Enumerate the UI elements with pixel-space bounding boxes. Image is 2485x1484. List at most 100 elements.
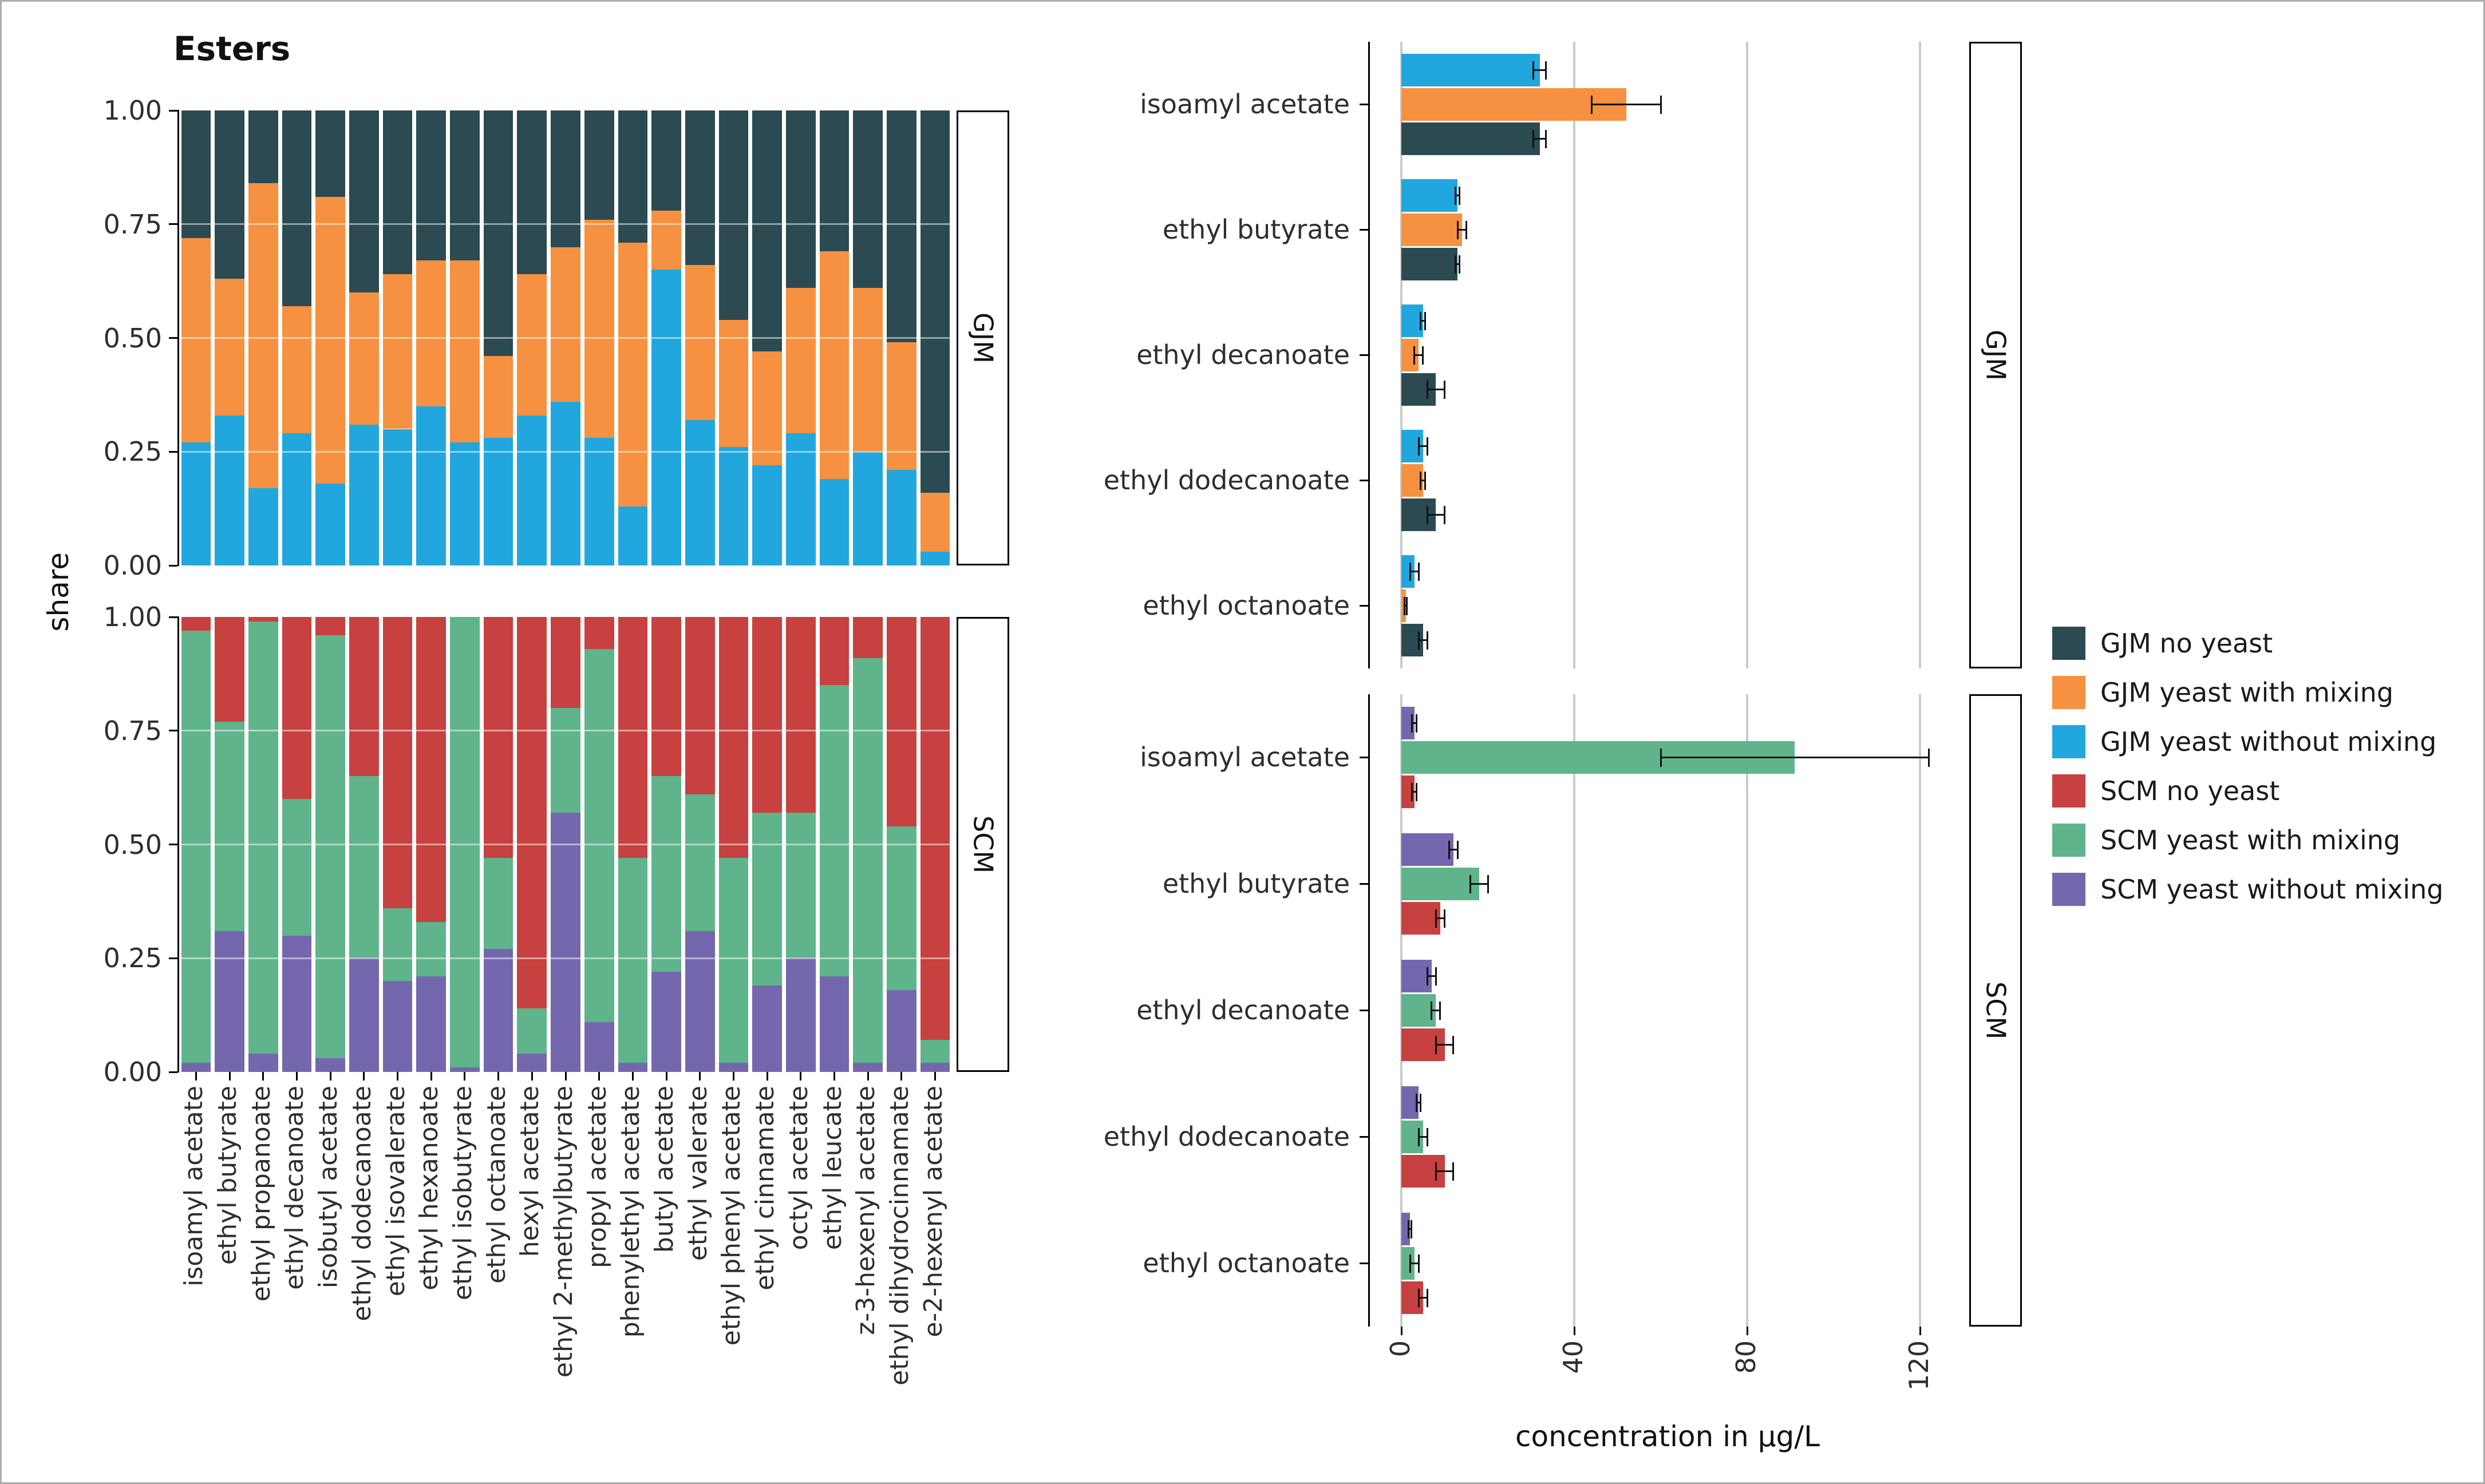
x-tick-mark [900,1072,903,1081]
legend-item: GJM yeast with mixing [2052,676,2443,709]
error-bar-cap [1420,311,1422,330]
stacked-bar-segment [887,110,916,343]
x-tick-mark [934,1072,937,1081]
error-bar-cap [1417,562,1420,581]
x-tick-mark [1573,1327,1575,1335]
x-tick-mark [1746,1327,1748,1335]
x-category-label: propyl acetate [582,1086,612,1268]
stacked-bar-segment [382,617,413,908]
stacked-bar-segment [215,721,244,931]
error-bar-line [1436,917,1445,919]
stacked-bar-segment [416,921,447,977]
panel-gridline [1573,694,1575,1327]
error-bar-cap [1459,255,1461,274]
stacked-bar-segment [584,438,614,565]
stacked-bar-segment [887,990,916,1072]
panel-gridline [179,337,952,339]
x-category-label: isoamyl acetate [179,1086,209,1287]
stacked-bar-segment [450,110,480,261]
error-bar-line [1408,1228,1412,1230]
stacked-bar-segment [416,976,447,1072]
error-bar-cap [1545,61,1547,80]
stacked-bar-segment [382,908,413,981]
stacked-bar-segment [215,279,244,415]
stacked-bar-segment [752,617,782,813]
stacked-bar-segment [416,617,447,922]
x-tick-mark [195,1072,197,1081]
stacked-bar-segment [551,617,580,708]
error-bar-line [1455,263,1460,265]
error-bar-cap [1424,471,1427,490]
stacked-bar-segment [248,617,278,622]
stacked-bar-segment [819,478,850,565]
legend-label: SCM yeast without mixing [2100,874,2444,905]
stacked-bar-segment [786,433,816,565]
stacked-bar-segment [315,635,345,1059]
stacked-bar-segment [416,260,447,406]
panel-gridline [1746,42,1748,668]
stacked-bar-segment [752,812,782,986]
error-bar-cap [1660,95,1662,114]
stacked-bar-segment [517,1054,547,1072]
category-label: ethyl dodecanoate [1103,1121,1350,1152]
y-tick-label: 0.25 [103,436,162,468]
stacked-bar-segment [349,110,379,292]
stacked-bar-segment [853,452,883,565]
error-bar-cap [1444,505,1445,524]
y-tick-mark [1360,354,1368,356]
stacked-bar-segment [315,483,345,565]
bar [1401,833,1453,866]
x-tick-mark [1919,1327,1921,1335]
stacked-bar-segment [718,1063,749,1072]
stacked-bar-segment [786,617,816,813]
stacked-bar-segment [853,617,883,658]
bar [1401,1247,1415,1280]
error-bar-line [1470,883,1488,885]
x-tick-mark [766,1072,768,1081]
x-tick-mark [699,1072,701,1081]
error-bar-cap [1410,1220,1412,1238]
error-bar-cap [1452,1162,1455,1181]
bar [1401,122,1540,155]
error-bar-cap [1413,346,1416,365]
panel-gridline [1919,694,1921,1327]
stacked-bar-segment [551,110,580,247]
stacked-bar-segment [517,274,547,415]
stacked-bar-segment [349,292,379,425]
y-tick-label: 0.00 [103,550,162,581]
stacked-bar-segment [382,981,413,1072]
category-label: ethyl butyrate [1162,213,1350,245]
stacked-bar-segment [551,708,580,813]
error-bar-cap [1590,95,1593,114]
facet-strip-label: GJM [967,312,999,363]
stacked-bar-segment [483,949,513,1072]
x-tick-mark [531,1072,533,1081]
stacked-bar-segment [819,685,850,977]
x-category-label: ethyl butyrate [213,1086,243,1265]
x-category-label: ethyl 2-methylbutyrate [549,1086,578,1378]
stacked-bar-segment [181,238,211,443]
x-category-label: e-2-hexenyl acetate [918,1086,948,1337]
error-bar-cap [1417,1127,1420,1146]
x-category-label: ethyl phenyl acetate [717,1086,746,1346]
y-tick-mark [1360,1136,1368,1138]
legend-item: SCM no yeast [2052,774,2443,808]
error-bar-cap [1424,311,1427,330]
y-tick-mark [1360,480,1368,481]
stacked-bar-segment [786,288,816,434]
stacked-bar-segment [181,1063,211,1072]
error-bar-line [1436,1170,1453,1172]
y-axis-line [177,616,179,1073]
error-bar-line [1419,1297,1428,1299]
panel-gridline [179,450,952,453]
error-bar-cap [1417,437,1420,456]
bar [1401,54,1540,86]
stacked-bar-segment [685,931,715,1072]
stacked-bar-segment [718,319,749,448]
error-bar-cap [1454,255,1456,274]
stacked-bar-segment [349,776,379,959]
stacked-bar-segment [718,617,749,858]
stacked-bar-segment [248,1054,278,1072]
error-bar-cap [1420,1093,1422,1112]
